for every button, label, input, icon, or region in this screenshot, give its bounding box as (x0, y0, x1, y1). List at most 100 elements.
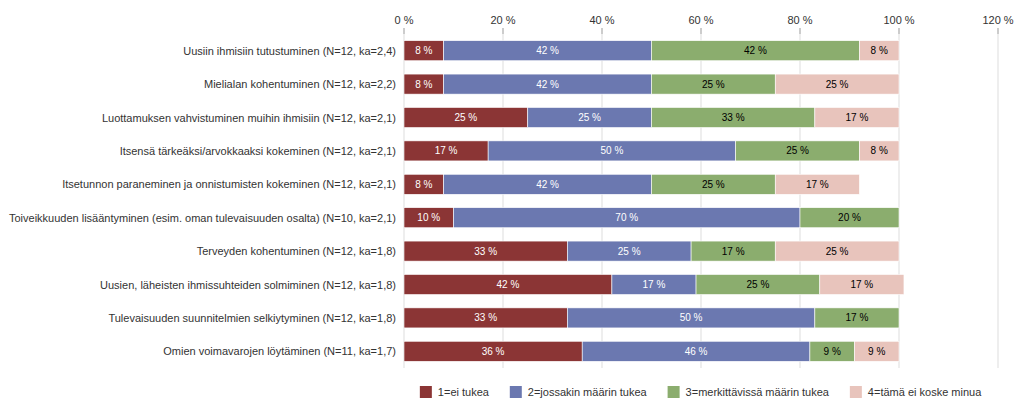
data-label: 9 % (824, 346, 841, 357)
data-label: 42 % (536, 179, 559, 190)
data-label: 36 % (482, 346, 505, 357)
bar (444, 41, 652, 61)
legend-swatch (850, 386, 862, 398)
bar (528, 107, 652, 127)
tick-label: 100 % (883, 14, 914, 26)
bar (404, 141, 488, 161)
data-label: 8 % (415, 79, 432, 90)
bar (488, 141, 736, 161)
bar (404, 308, 567, 328)
grid (404, 34, 998, 368)
legend-label: 4=tämä ei koske minua (868, 386, 982, 398)
data-labels: 8 % 42 % 42 % 8 % 8 % 42 % 25 % 25 % 25 % 25 % 33 … (415, 45, 888, 357)
category-label: Toiveikkuuden lisääntyminen (esim. oman … (9, 212, 396, 224)
bar (652, 74, 776, 94)
bar (404, 208, 454, 228)
bar (404, 241, 567, 261)
data-label: 8 % (415, 179, 432, 190)
bar (696, 274, 820, 294)
data-label: 70 % (615, 212, 638, 223)
data-label: 9 % (868, 346, 885, 357)
data-label: 17 % (846, 312, 869, 323)
data-label: 42 % (536, 45, 559, 56)
data-label: 25 % (454, 112, 477, 123)
legend-label: 3=merkittävissä määrin tukea (686, 386, 830, 398)
category-label: Uusiin ihmisiin tutustuminen (N=12, ka=2… (183, 45, 396, 57)
legend-label: 1=ei tukea (438, 386, 490, 398)
data-label: 8 % (415, 45, 432, 56)
chart: Uusiin ihmisiin tutustuminen (N=12, ka=2… (0, 0, 1024, 412)
legend-swatch (668, 386, 680, 398)
bar (444, 74, 652, 94)
bar (775, 174, 859, 194)
bar (444, 174, 652, 194)
tick-mark (701, 28, 702, 34)
category-label: Itsensä tärkeäksi/arvokkaaksi kokeminen … (120, 145, 396, 157)
legend-label: 2=jossakin määrin tukea (528, 386, 648, 398)
data-label: 42 % (744, 45, 767, 56)
tick-label: 60 % (688, 14, 713, 26)
data-label: 25 % (747, 279, 770, 290)
data-label: 25 % (702, 79, 725, 90)
bar (652, 41, 860, 61)
tick-label: 20 % (490, 14, 515, 26)
data-label: 33 % (722, 112, 745, 123)
tick-mark (404, 28, 405, 34)
bar (736, 141, 860, 161)
tick-mark (899, 28, 900, 34)
bar (810, 341, 855, 361)
data-label: 17 % (643, 279, 666, 290)
bar (691, 241, 775, 261)
category-label: Mielialan kohentuminen (N=12, ka=2,2) (204, 78, 396, 90)
category-label: Uusien, läheisten ihmissuhteiden solmimi… (100, 279, 396, 291)
bar (854, 341, 899, 361)
bar (404, 274, 612, 294)
data-label: 25 % (578, 112, 601, 123)
tick-mark (800, 28, 801, 34)
data-label: 50 % (601, 145, 624, 156)
bar (859, 141, 899, 161)
tick-mark (602, 28, 603, 34)
tick-label: 40 % (589, 14, 614, 26)
bar (567, 308, 815, 328)
bar (652, 107, 815, 127)
bars (404, 41, 904, 362)
data-label: 8 % (871, 145, 888, 156)
data-label: 17 % (846, 112, 869, 123)
data-label: 25 % (618, 246, 641, 257)
category-label: Omien voimavarojen löytäminen (N=11, ka=… (163, 345, 396, 357)
data-label: 20 % (838, 212, 861, 223)
category-label: Itsetunnon paraneminen ja onnistumisten … (62, 178, 396, 190)
data-label: 25 % (786, 145, 809, 156)
data-label: 42 % (497, 279, 520, 290)
y-axis: Uusiin ihmisiin tutustuminen (N=12, ka=2… (9, 45, 396, 358)
data-label: 17 % (435, 145, 458, 156)
tick-label: 80 % (787, 14, 812, 26)
legend-swatch (510, 386, 522, 398)
data-label: 17 % (806, 179, 829, 190)
data-label: 8 % (871, 45, 888, 56)
bar (404, 74, 444, 94)
data-label: 50 % (680, 312, 703, 323)
tick-label: 0 % (395, 14, 414, 26)
bar (859, 41, 899, 61)
tick-label: 120 % (982, 14, 1013, 26)
data-label: 33 % (474, 312, 497, 323)
legend: 1=ei tukea 2=jossakin määrin tukea 3=merki… (420, 386, 982, 398)
bar (404, 341, 582, 361)
bar (567, 241, 691, 261)
tick-mark (998, 28, 999, 34)
tick-mark (503, 28, 504, 34)
bar (652, 174, 776, 194)
data-label: 25 % (702, 179, 725, 190)
category-label: Terveyden kohentuminen (N=12, ka=1,8) (197, 245, 396, 257)
data-label: 33 % (474, 246, 497, 257)
data-label: 17 % (722, 246, 745, 257)
bar (454, 208, 801, 228)
data-label: 25 % (826, 246, 849, 257)
bar (612, 274, 696, 294)
grid-line (998, 34, 999, 368)
data-label: 25 % (826, 79, 849, 90)
data-label: 42 % (536, 79, 559, 90)
legend-swatch (420, 386, 432, 398)
